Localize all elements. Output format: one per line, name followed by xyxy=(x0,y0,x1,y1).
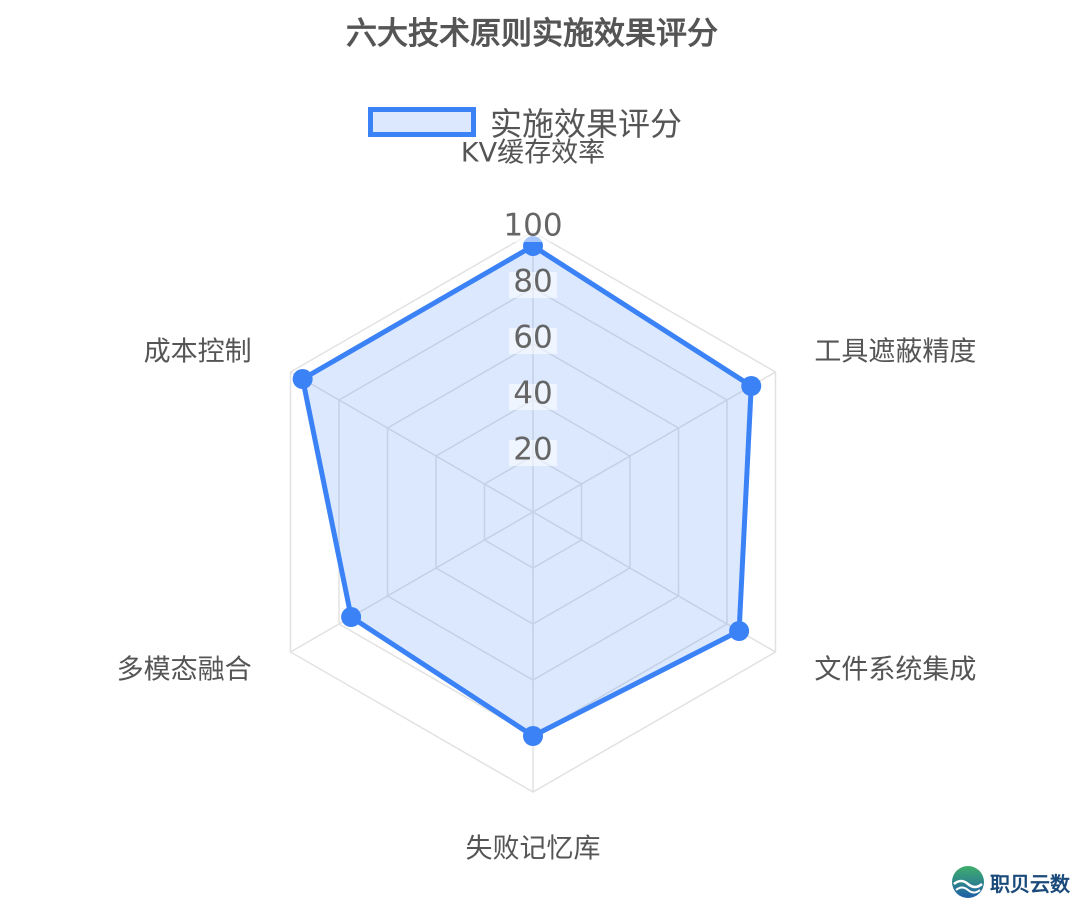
tick-label: 100 xyxy=(503,208,562,244)
watermark-text: 职贝云数 xyxy=(990,871,1070,896)
chart-title: 六大技术原则实施效果评分 xyxy=(346,16,718,52)
axis-label: KV缓存效率 xyxy=(461,138,605,169)
axis-label: 文件系统集成 xyxy=(814,655,976,686)
tick-label: 80 xyxy=(513,264,552,300)
tick-label-bg xyxy=(509,272,557,298)
data-point[interactable] xyxy=(741,376,762,396)
axis-label: 多模态融合 xyxy=(117,655,252,686)
data-point[interactable] xyxy=(292,369,313,389)
data-point[interactable] xyxy=(729,621,750,641)
data-point[interactable] xyxy=(523,726,543,746)
wave-globe-logo-icon xyxy=(952,866,984,898)
grid-spoke xyxy=(290,511,534,653)
tick-label-bg xyxy=(509,216,557,242)
tick-label-bg xyxy=(509,440,557,466)
watermark: 职贝云数 xyxy=(950,862,1070,902)
grid-spoke xyxy=(290,371,534,513)
axis-label: 失败记忆库 xyxy=(466,834,601,865)
tick-label-bg xyxy=(509,328,557,354)
radar-series xyxy=(292,236,762,746)
legend-label: 实施效果评分 xyxy=(490,105,683,143)
axis-label: 工具遮蔽精度 xyxy=(814,337,976,368)
axis-label: 成本控制 xyxy=(144,337,252,368)
tick-label: 40 xyxy=(513,376,552,412)
data-point[interactable] xyxy=(341,607,362,627)
legend[interactable]: 实施效果评分 xyxy=(368,100,682,144)
tick-label-bg xyxy=(509,384,557,410)
tick-label: 60 xyxy=(513,320,552,356)
legend-swatch xyxy=(368,107,476,137)
tick-label: 20 xyxy=(513,432,552,468)
radar-ticks: 20 40 60 80 100 xyxy=(503,208,562,468)
grid-spoke xyxy=(532,371,776,513)
